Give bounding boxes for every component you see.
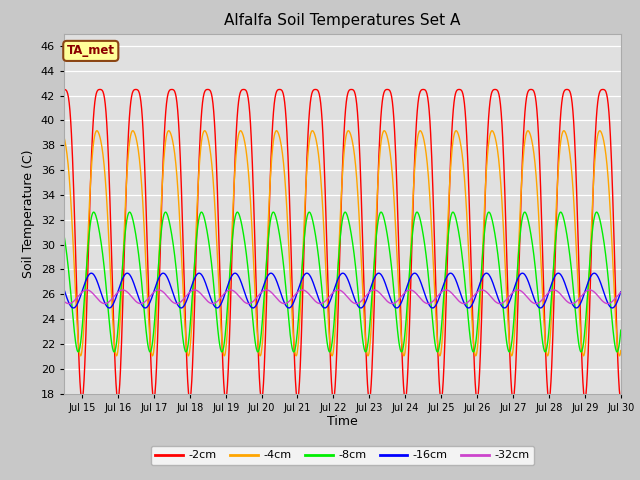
-32cm [378, 292, 385, 298]
-16cm [126, 273, 134, 278]
-16cm [411, 270, 419, 276]
Text: TA_met: TA_met [67, 44, 115, 58]
-16cm [378, 272, 385, 278]
-4cm [60, 134, 68, 140]
-8cm [126, 209, 134, 215]
-8cm [308, 216, 316, 221]
-8cm [318, 289, 326, 295]
-2cm [617, 397, 625, 403]
-16cm [617, 289, 625, 295]
-4cm [400, 353, 408, 359]
-4cm [524, 128, 532, 133]
-16cm [318, 303, 326, 309]
-4cm [377, 141, 385, 146]
Title: Alfalfa Soil Temperatures Set A: Alfalfa Soil Temperatures Set A [224, 13, 461, 28]
-32cm [126, 292, 134, 298]
-32cm [297, 288, 305, 293]
-16cm [103, 304, 111, 310]
-32cm [308, 295, 316, 300]
-2cm [377, 115, 385, 120]
-32cm [104, 300, 111, 306]
-32cm [65, 300, 73, 306]
-2cm [103, 126, 111, 132]
-8cm [103, 295, 111, 300]
Line: -16cm: -16cm [64, 273, 621, 308]
-16cm [60, 287, 68, 292]
-16cm [106, 305, 113, 311]
Line: -2cm: -2cm [64, 89, 621, 400]
-8cm [110, 349, 118, 355]
-32cm [318, 300, 326, 306]
-2cm [296, 363, 304, 369]
-4cm [103, 204, 111, 209]
-2cm [318, 113, 326, 119]
-8cm [60, 232, 68, 238]
Line: -8cm: -8cm [64, 212, 621, 352]
-8cm [378, 209, 385, 215]
-32cm [617, 289, 625, 295]
-2cm [308, 91, 316, 96]
-16cm [308, 277, 316, 283]
-8cm [297, 285, 305, 291]
-8cm [449, 209, 457, 215]
-4cm [296, 308, 304, 314]
-4cm [318, 190, 326, 195]
-4cm [308, 128, 316, 134]
-2cm [126, 110, 134, 116]
-8cm [617, 327, 625, 333]
Line: -32cm: -32cm [64, 290, 621, 303]
Legend: -2cm, -4cm, -8cm, -16cm, -32cm: -2cm, -4cm, -8cm, -16cm, -32cm [150, 446, 534, 465]
-16cm [297, 280, 305, 286]
-2cm [60, 86, 68, 92]
-32cm [371, 287, 378, 293]
-32cm [60, 299, 68, 304]
-4cm [126, 138, 134, 144]
-4cm [617, 348, 625, 353]
Line: -4cm: -4cm [64, 131, 621, 356]
Y-axis label: Soil Temperature (C): Soil Temperature (C) [22, 149, 35, 278]
X-axis label: Time: Time [327, 415, 358, 429]
